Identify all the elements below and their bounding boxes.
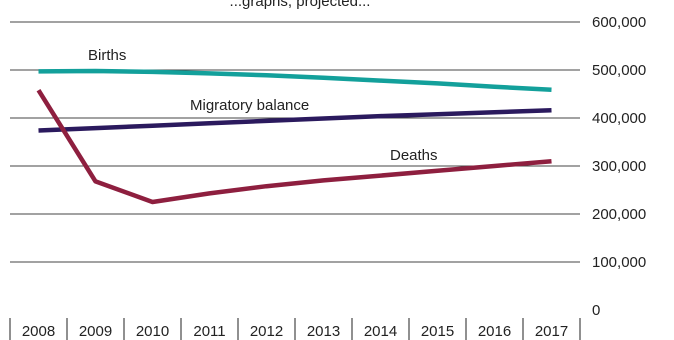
y-tick-label: 500,000	[592, 62, 646, 79]
x-tick-label: 2009	[79, 323, 112, 340]
x-tick-label: 2008	[22, 323, 55, 340]
series-label: Migratory balance	[190, 97, 309, 114]
series-label: Deaths	[390, 147, 438, 164]
series-label: Births	[88, 47, 126, 64]
series-lines	[36, 68, 552, 205]
y-tick-label: 0	[592, 302, 600, 319]
x-tick-label: 2011	[193, 323, 225, 340]
y-tick-label: 200,000	[592, 206, 646, 223]
x-axis: 2008 2009 2010 2011 2012 2013 2014 2015 2016 2017	[9, 318, 581, 340]
y-tick-label: 400,000	[592, 110, 646, 127]
x-tick-label: 2013	[307, 323, 340, 340]
x-tick-label: 2017	[535, 323, 568, 340]
y-tick-label: 100,000	[592, 254, 646, 271]
y-tick-label: 600,000	[592, 14, 646, 31]
series-line	[38, 108, 552, 133]
series-line	[38, 68, 552, 92]
x-tick-label: 2010	[136, 323, 169, 340]
series-labels: Births Migratory balance Deaths	[88, 47, 438, 164]
series-line	[36, 89, 552, 205]
x-tick-label: 2012	[250, 323, 283, 340]
x-tick-label: 2015	[421, 323, 454, 340]
y-axis-ticks: 0 100,000 200,000 300,000 400,000 500,000 600,…	[592, 14, 646, 319]
x-tick-label: 2014	[364, 323, 397, 340]
x-tick-label: 2016	[478, 323, 511, 340]
chart-title-fragment: ...graphs, projected...	[230, 0, 371, 10]
y-tick-label: 300,000	[592, 158, 646, 175]
